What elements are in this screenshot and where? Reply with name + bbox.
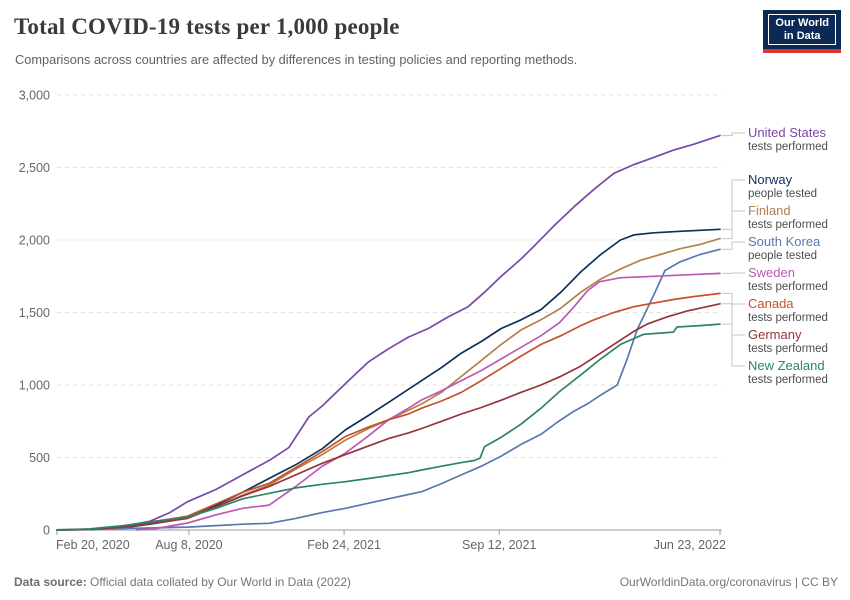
owid-logo-text: Our World in Data xyxy=(768,14,836,45)
y-tick-label: 2,000 xyxy=(19,234,50,248)
y-tick-label: 0 xyxy=(43,524,50,538)
legend-unit-label: people tested xyxy=(748,188,818,200)
legend-entry-new-zealand[interactable]: New Zealand tests performed xyxy=(748,359,848,387)
series-line-norway[interactable] xyxy=(56,228,721,531)
legend-unit-label: people tested xyxy=(748,250,818,262)
legend-country-label: Sweden xyxy=(748,265,795,280)
legend-country-label: New Zealand xyxy=(748,358,825,373)
legend-country-label: United States xyxy=(748,125,827,140)
legend-unit-label: tests performed xyxy=(748,312,828,324)
series-line-new-zealand[interactable] xyxy=(56,323,721,531)
legend-whisker xyxy=(722,132,745,137)
page-subtitle: Comparisons across countries are affecte… xyxy=(15,52,578,67)
series-line-finland[interactable] xyxy=(56,237,721,531)
legend-whisker xyxy=(722,241,745,250)
series-line-sweden[interactable] xyxy=(135,272,721,531)
chart-footer: Data source: Official data collated by O… xyxy=(0,567,850,600)
legend-country-label: South Korea xyxy=(748,234,821,249)
y-tick-label: 1,000 xyxy=(19,379,50,393)
legend-whisker xyxy=(722,292,745,305)
series-line-south-korea[interactable] xyxy=(56,248,721,531)
x-tick-label: Aug 8, 2020 xyxy=(155,538,222,552)
legend-country-label: Finland xyxy=(748,203,791,218)
y-tick-label: 500 xyxy=(29,451,50,465)
data-source-label: Data source: xyxy=(14,575,87,589)
series-line-germany[interactable] xyxy=(56,302,721,531)
legend-country-label: Canada xyxy=(748,296,794,311)
legend-entry-sweden[interactable]: Sweden tests performed xyxy=(748,266,848,294)
legend-whisker xyxy=(722,179,745,230)
x-tick-label: Jun 23, 2022 xyxy=(654,538,726,552)
legend-whisker xyxy=(722,323,745,367)
legend-unit-label: tests performed xyxy=(748,141,828,153)
legend-whisker xyxy=(722,303,745,336)
page-title: Total COVID-19 tests per 1,000 people xyxy=(14,14,400,39)
legend-entry-norway[interactable]: Norway people tested xyxy=(748,173,848,201)
legend-unit-label: tests performed xyxy=(748,219,828,231)
data-source-text: Official data collated by Our World in D… xyxy=(86,575,352,589)
x-tick-label: Feb 20, 2020 xyxy=(56,538,130,552)
y-tick-label: 2,500 xyxy=(19,161,50,175)
legend-entry-finland[interactable]: Finland tests performed xyxy=(748,204,848,232)
x-tick-label: Feb 24, 2021 xyxy=(307,538,381,552)
legend-unit-label: tests performed xyxy=(748,343,828,355)
legend-whisker xyxy=(722,210,745,240)
data-source-note: Data source: Official data collated by O… xyxy=(14,575,351,589)
x-tick-label: Sep 12, 2021 xyxy=(462,538,536,552)
owid-logo[interactable]: Our World in Data xyxy=(763,10,841,53)
legend-entry-united-states[interactable]: United States tests performed xyxy=(748,126,848,154)
footer-link[interactable]: OurWorldinData.org/coronavirus | CC BY xyxy=(619,575,838,589)
legend-unit-label: tests performed xyxy=(748,374,828,386)
legend-country-label: Norway xyxy=(748,172,793,187)
series-line-canada[interactable] xyxy=(56,292,721,531)
legend-entry-canada[interactable]: Canada tests performed xyxy=(748,297,848,325)
legend-entry-south-korea[interactable]: South Korea people tested xyxy=(748,235,848,263)
legend-entry-germany[interactable]: Germany tests performed xyxy=(748,328,848,356)
y-tick-label: 1,500 xyxy=(19,306,50,320)
series-line-united-states[interactable] xyxy=(56,134,721,531)
legend-unit-label: tests performed xyxy=(748,281,828,293)
legend-country-label: Germany xyxy=(748,327,802,342)
y-tick-label: 3,000 xyxy=(19,89,50,103)
